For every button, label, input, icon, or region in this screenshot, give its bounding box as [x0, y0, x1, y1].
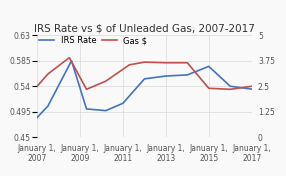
Gas $ — [250, 85, 253, 87]
Gas $ — [85, 88, 88, 90]
IRS Rate — [46, 105, 50, 107]
Legend: IRS Rate, Gas $: IRS Rate, Gas $ — [39, 36, 147, 45]
Gas $ — [186, 62, 189, 64]
Gas $ — [46, 73, 50, 75]
Gas $ — [143, 61, 146, 63]
Gas $ — [128, 64, 131, 66]
Gas $ — [164, 62, 168, 64]
IRS Rate — [250, 88, 253, 90]
IRS Rate — [186, 74, 189, 76]
Line: Gas $: Gas $ — [37, 58, 252, 89]
Gas $ — [104, 80, 108, 82]
Title: IRS Rate vs $ of Unleaded Gas, 2007-2017: IRS Rate vs $ of Unleaded Gas, 2007-2017 — [34, 23, 255, 33]
IRS Rate — [229, 85, 232, 87]
IRS Rate — [207, 65, 210, 67]
IRS Rate — [104, 110, 108, 112]
IRS Rate — [70, 60, 73, 62]
Gas $ — [229, 88, 232, 90]
IRS Rate — [164, 75, 168, 77]
Gas $ — [35, 85, 39, 87]
IRS Rate — [85, 108, 88, 110]
IRS Rate — [121, 102, 125, 104]
Line: IRS Rate: IRS Rate — [37, 61, 252, 117]
IRS Rate — [35, 116, 39, 118]
Gas $ — [68, 57, 71, 59]
IRS Rate — [143, 78, 146, 80]
Gas $ — [207, 87, 210, 89]
